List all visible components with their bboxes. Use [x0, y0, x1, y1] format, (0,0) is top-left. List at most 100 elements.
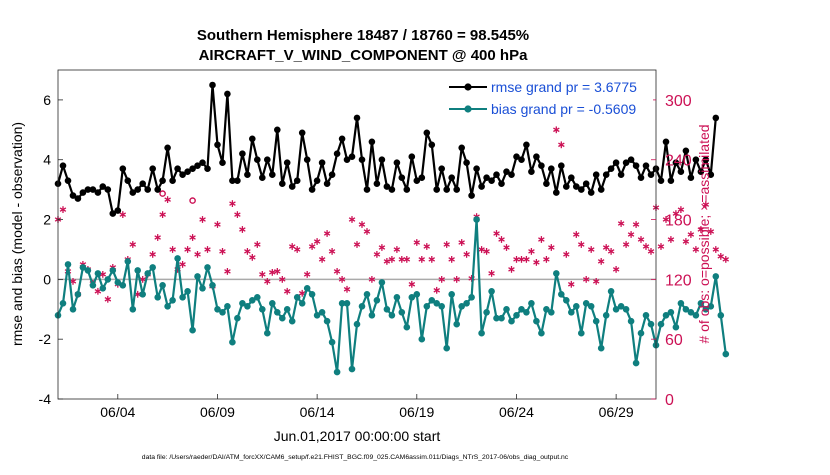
- obs-assimilated-point: [129, 241, 137, 248]
- obs-assimilated-stroke: [199, 217, 206, 222]
- bias-point: [274, 309, 281, 316]
- bias-point: [707, 303, 715, 310]
- obs-assimilated-point: [348, 216, 356, 223]
- obs-assimilated-stroke: [538, 237, 545, 242]
- obs-assimilated-point: [308, 243, 316, 250]
- obs-assimilated-stroke: [328, 249, 336, 254]
- rmse-point: [453, 186, 461, 193]
- obs-assimilated-stroke: [154, 235, 161, 240]
- rmse-point: [543, 180, 550, 187]
- rmse-point: [483, 174, 490, 181]
- obs-assimilated-stroke: [443, 242, 450, 247]
- rmse-point: [627, 156, 635, 163]
- bias-point: [229, 338, 236, 346]
- rmse-point: [283, 159, 291, 166]
- bias-point: [333, 368, 341, 376]
- rmse-point: [169, 177, 176, 184]
- rmse-point: [622, 159, 630, 166]
- obs-assimilated-stroke: [413, 240, 421, 245]
- obs-assimilated-point: [657, 243, 665, 250]
- y-axis-label: rmse and bias (model - observation): [9, 122, 25, 346]
- bias-point: [279, 314, 286, 322]
- obs-assimilated-stroke: [493, 231, 500, 236]
- obs-assimilated-point: [343, 285, 351, 293]
- bias-point: [109, 267, 117, 274]
- bias-point: [139, 291, 146, 298]
- bias-point: [478, 329, 485, 337]
- rmse-point: [607, 165, 615, 172]
- obs-assimilated-stroke: [717, 254, 725, 259]
- rmse-point: [677, 168, 685, 175]
- bias-point: [408, 294, 416, 301]
- obs-assimilated-point: [338, 276, 346, 283]
- obs-assimilated-point: [443, 241, 450, 248]
- rmse-point: [214, 141, 221, 149]
- rmse-point: [712, 114, 720, 122]
- bias-point: [602, 312, 610, 319]
- bias-point: [687, 309, 695, 316]
- obs-assimilated-point: [493, 230, 500, 237]
- bias-point: [338, 300, 346, 307]
- rmse-point: [184, 168, 191, 175]
- bias-point: [124, 258, 132, 265]
- rmse-point: [488, 177, 495, 184]
- obs-assimilated-point: [164, 196, 171, 203]
- obs-assimilated-stroke: [533, 260, 540, 265]
- rmse-point: [318, 159, 326, 166]
- rmse-point: [578, 186, 585, 193]
- rmse-point: [548, 165, 555, 172]
- obs-assimilated-stroke: [259, 272, 266, 277]
- obs-assimilated-stroke: [273, 269, 281, 274]
- obs-assimilated-stroke: [94, 289, 102, 294]
- obs-assimilated-point: [567, 280, 575, 288]
- bias-point: [368, 312, 376, 319]
- rmse-point: [308, 186, 316, 193]
- obs-assimilated-stroke: [264, 279, 271, 284]
- bias-point: [627, 317, 635, 325]
- obs-assimilated-stroke: [204, 247, 211, 252]
- obs-assimilated-stroke: [607, 249, 615, 254]
- y2-tick-label: 300: [665, 93, 692, 110]
- bias-point: [398, 309, 406, 316]
- obs-assimilated-stroke: [288, 244, 296, 249]
- legend-rmse-label: rmse grand pr = 3.6775: [491, 79, 637, 95]
- bias-point: [353, 320, 361, 328]
- obs-assimilated-point: [194, 251, 201, 258]
- obs-assimilated-point: [234, 211, 241, 218]
- obs-assimilated-point: [313, 238, 321, 245]
- obs-assimilated-stroke: [498, 237, 505, 242]
- bias-point: [468, 294, 475, 301]
- obs-assimilated-stroke: [388, 257, 396, 262]
- obs-assimilated-point: [264, 278, 271, 285]
- obs-assimilated-point: [722, 256, 730, 263]
- obs-assimilated-stroke: [632, 222, 640, 227]
- obs-assimilated-stroke: [433, 288, 441, 293]
- bias-point: [582, 300, 590, 307]
- obs-assimilated-point: [717, 253, 725, 260]
- bias-point: [563, 297, 570, 304]
- bias-point: [498, 314, 505, 322]
- rmse-point: [219, 159, 226, 166]
- obs-assimilated-stroke: [453, 277, 460, 282]
- rmse-point: [139, 180, 146, 187]
- bias-point: [682, 306, 690, 313]
- rmse-point: [573, 183, 580, 190]
- bias-point: [523, 309, 530, 316]
- rmse-point: [612, 159, 620, 166]
- obs-assimilated-stroke: [647, 249, 655, 254]
- obs-assimilated-stroke: [229, 201, 236, 206]
- obs-assimilated-stroke: [577, 242, 585, 247]
- obs-assimilated-stroke: [707, 229, 715, 234]
- y2-tick-label: 240: [665, 153, 692, 170]
- bias-point: [513, 312, 520, 319]
- obs-assimilated-point: [358, 221, 366, 228]
- rmse-point: [687, 174, 695, 181]
- bias-point: [219, 309, 226, 316]
- obs-assimilated-stroke: [119, 212, 127, 217]
- rmse-point: [328, 171, 336, 178]
- rmse-point: [423, 129, 431, 137]
- bias-point: [249, 297, 256, 304]
- rmse-point: [513, 153, 520, 160]
- rmse-point: [114, 207, 122, 214]
- bias-point: [378, 279, 386, 286]
